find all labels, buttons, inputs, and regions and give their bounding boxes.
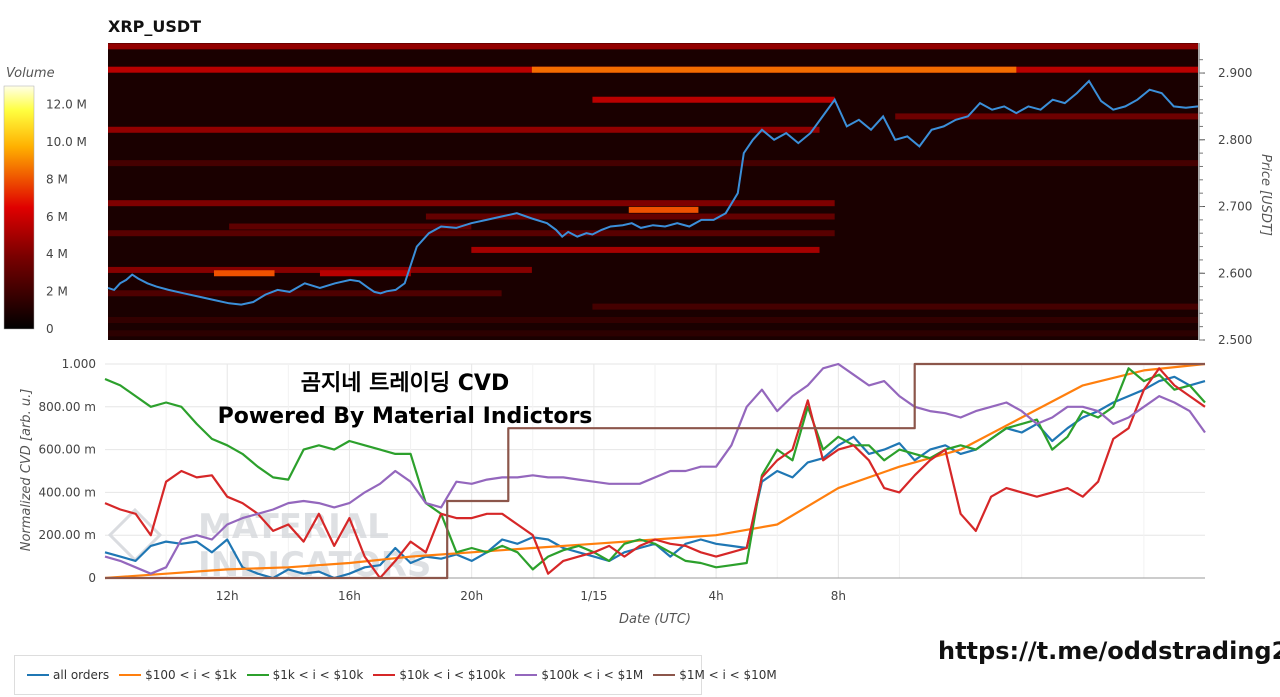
- legend-label: all orders: [53, 668, 110, 682]
- heatmap-level: [108, 200, 835, 207]
- cvd-x-tick-label: 20h: [460, 589, 483, 603]
- colorbar-tick-label: 4 M: [46, 247, 68, 261]
- heatmap-level: [108, 316, 1198, 323]
- colorbar: Volume 12.0 M 10.0 M 8 M 6 M 4 M 2 M 0: [3, 66, 87, 336]
- cvd-series-s1M: [105, 362, 1205, 580]
- heatmap-level: [213, 270, 275, 277]
- legend-label: $1k < i < $10k: [272, 668, 364, 682]
- colorbar-tick-label: 10.0 M: [46, 135, 87, 149]
- heatmap-level: [108, 330, 1198, 337]
- heatmap-level: [108, 266, 532, 273]
- colorbar-tick-label: 8 M: [46, 172, 68, 186]
- legend-label: $10k < i < $100k: [399, 668, 506, 682]
- legend-item-s1M[interactable]: $1M < i < $10M: [653, 668, 777, 682]
- watermark-line1: MATERIAL: [198, 507, 389, 547]
- cvd-y-tick-label: 600.00 m: [39, 443, 97, 457]
- heatmap-level: [108, 126, 820, 133]
- colorbar-ticks: 12.0 M 10.0 M 8 M 6 M 4 M 2 M 0: [46, 98, 87, 336]
- colorbar-gradient: [3, 85, 35, 330]
- colorbar-tick-label: 0: [46, 322, 54, 336]
- price-axis-ticks: 2.900 2.800 2.700 2.600 2.500: [1199, 59, 1252, 347]
- legend-item-s100k[interactable]: $100k < i < $1M: [515, 668, 643, 682]
- cvd-y-axis-title: Normalized CVD [arb. u.]: [19, 389, 34, 552]
- heatmap-level: [895, 113, 1198, 120]
- telegram-link[interactable]: https://t.me/oddstrading2: [938, 637, 1280, 665]
- colorbar-tick-label: 2 M: [46, 285, 68, 299]
- colorbar-title: Volume: [6, 66, 55, 81]
- cvd-y-tick-label: 0: [88, 571, 96, 585]
- heatmap-level: [471, 246, 820, 253]
- legend-swatch: [119, 674, 142, 676]
- price-tick-label: 2.700: [1218, 200, 1252, 214]
- price-tick-label: 2.800: [1218, 133, 1252, 147]
- price-tick-label: 2.900: [1218, 66, 1252, 80]
- cvd-x-axis-title: Date (UTC): [619, 612, 691, 627]
- legend-item-all[interactable]: all orders: [27, 668, 109, 682]
- cvd-x-ticks: 12h 16h 20h 1/15 4h 8h: [216, 589, 846, 603]
- cvd-series-s1k: [104, 367, 1206, 571]
- heatmap-level: [108, 43, 1198, 50]
- heatmap-level: [319, 270, 411, 277]
- overlay-title-line2: Powered By Material Indictors: [218, 404, 593, 429]
- heatmap-level: [108, 230, 835, 237]
- legend-item-s10k[interactable]: $10k < i < $100k: [373, 668, 505, 682]
- colorbar-tick-label: 12.0 M: [46, 98, 87, 112]
- heatmap-level: [229, 223, 472, 230]
- price-line: [107, 79, 1199, 306]
- heatmap-level: [592, 303, 1198, 310]
- cvd-y-tick-label: 200.00 m: [39, 528, 97, 542]
- cvd-x-tick-label: 1/15: [580, 589, 607, 603]
- legend-item-s1k[interactable]: $1k < i < $10k: [246, 668, 364, 682]
- cvd-series-lines: [104, 362, 1206, 580]
- legend-swatch: [653, 674, 676, 676]
- cvd-x-tick-label: 12h: [216, 589, 239, 603]
- legend-label: $100 < i < $1k: [145, 668, 237, 682]
- heatmap-panel: 2.900 2.800 2.700 2.600 2.500 Price [USDT]: [107, 43, 1273, 347]
- cvd-series-s10k: [104, 367, 1206, 580]
- cvd-x-tick-label: 4h: [708, 589, 723, 603]
- pair-title: XRP_USDT: [108, 17, 201, 36]
- chart-legend: all orders $100 < i < $1k $1k < i < $10k $1…: [14, 655, 777, 695]
- heatmap-level: [108, 290, 502, 297]
- legend-label: $1M < i < $10M: [679, 668, 777, 682]
- cvd-y-tick-label: 800.00 m: [39, 400, 97, 414]
- heatmap-level: [425, 213, 835, 220]
- legend-label: $100k < i < $1M: [541, 668, 644, 682]
- cvd-y-ticks: 0 200.00 m 400.00 m 600.00 m 800.00 m 1.000: [39, 357, 97, 585]
- price-line-group: [107, 79, 1199, 306]
- cvd-y-tick-label: 400.00 m: [39, 485, 97, 499]
- heatmap-level: [592, 96, 835, 103]
- colorbar-tick-label: 6 M: [46, 210, 68, 224]
- legend-swatch: [246, 674, 269, 676]
- heatmap-level: [628, 206, 699, 213]
- heatmap-levels: [108, 43, 1198, 337]
- price-tick-label: 2.600: [1218, 266, 1252, 280]
- price-axis-title: Price [USDT]: [1258, 154, 1273, 236]
- legend-swatch: [515, 674, 538, 676]
- price-tick-label: 2.500: [1218, 333, 1252, 347]
- overlay-title-line1: 곰지네 트레이딩 CVD: [301, 371, 509, 396]
- cvd-y-tick-label: 1.000: [62, 357, 96, 371]
- legend-swatch: [27, 674, 49, 676]
- heatmap-level: [531, 66, 1017, 73]
- cvd-x-tick-label: 8h: [831, 589, 846, 603]
- legend-swatch: [373, 674, 396, 676]
- cvd-x-tick-label: 16h: [338, 589, 361, 603]
- heatmap-level: [108, 160, 1198, 167]
- cvd-series-s100k: [104, 362, 1206, 575]
- legend-item-s100[interactable]: $100 < i < $1k: [119, 668, 237, 682]
